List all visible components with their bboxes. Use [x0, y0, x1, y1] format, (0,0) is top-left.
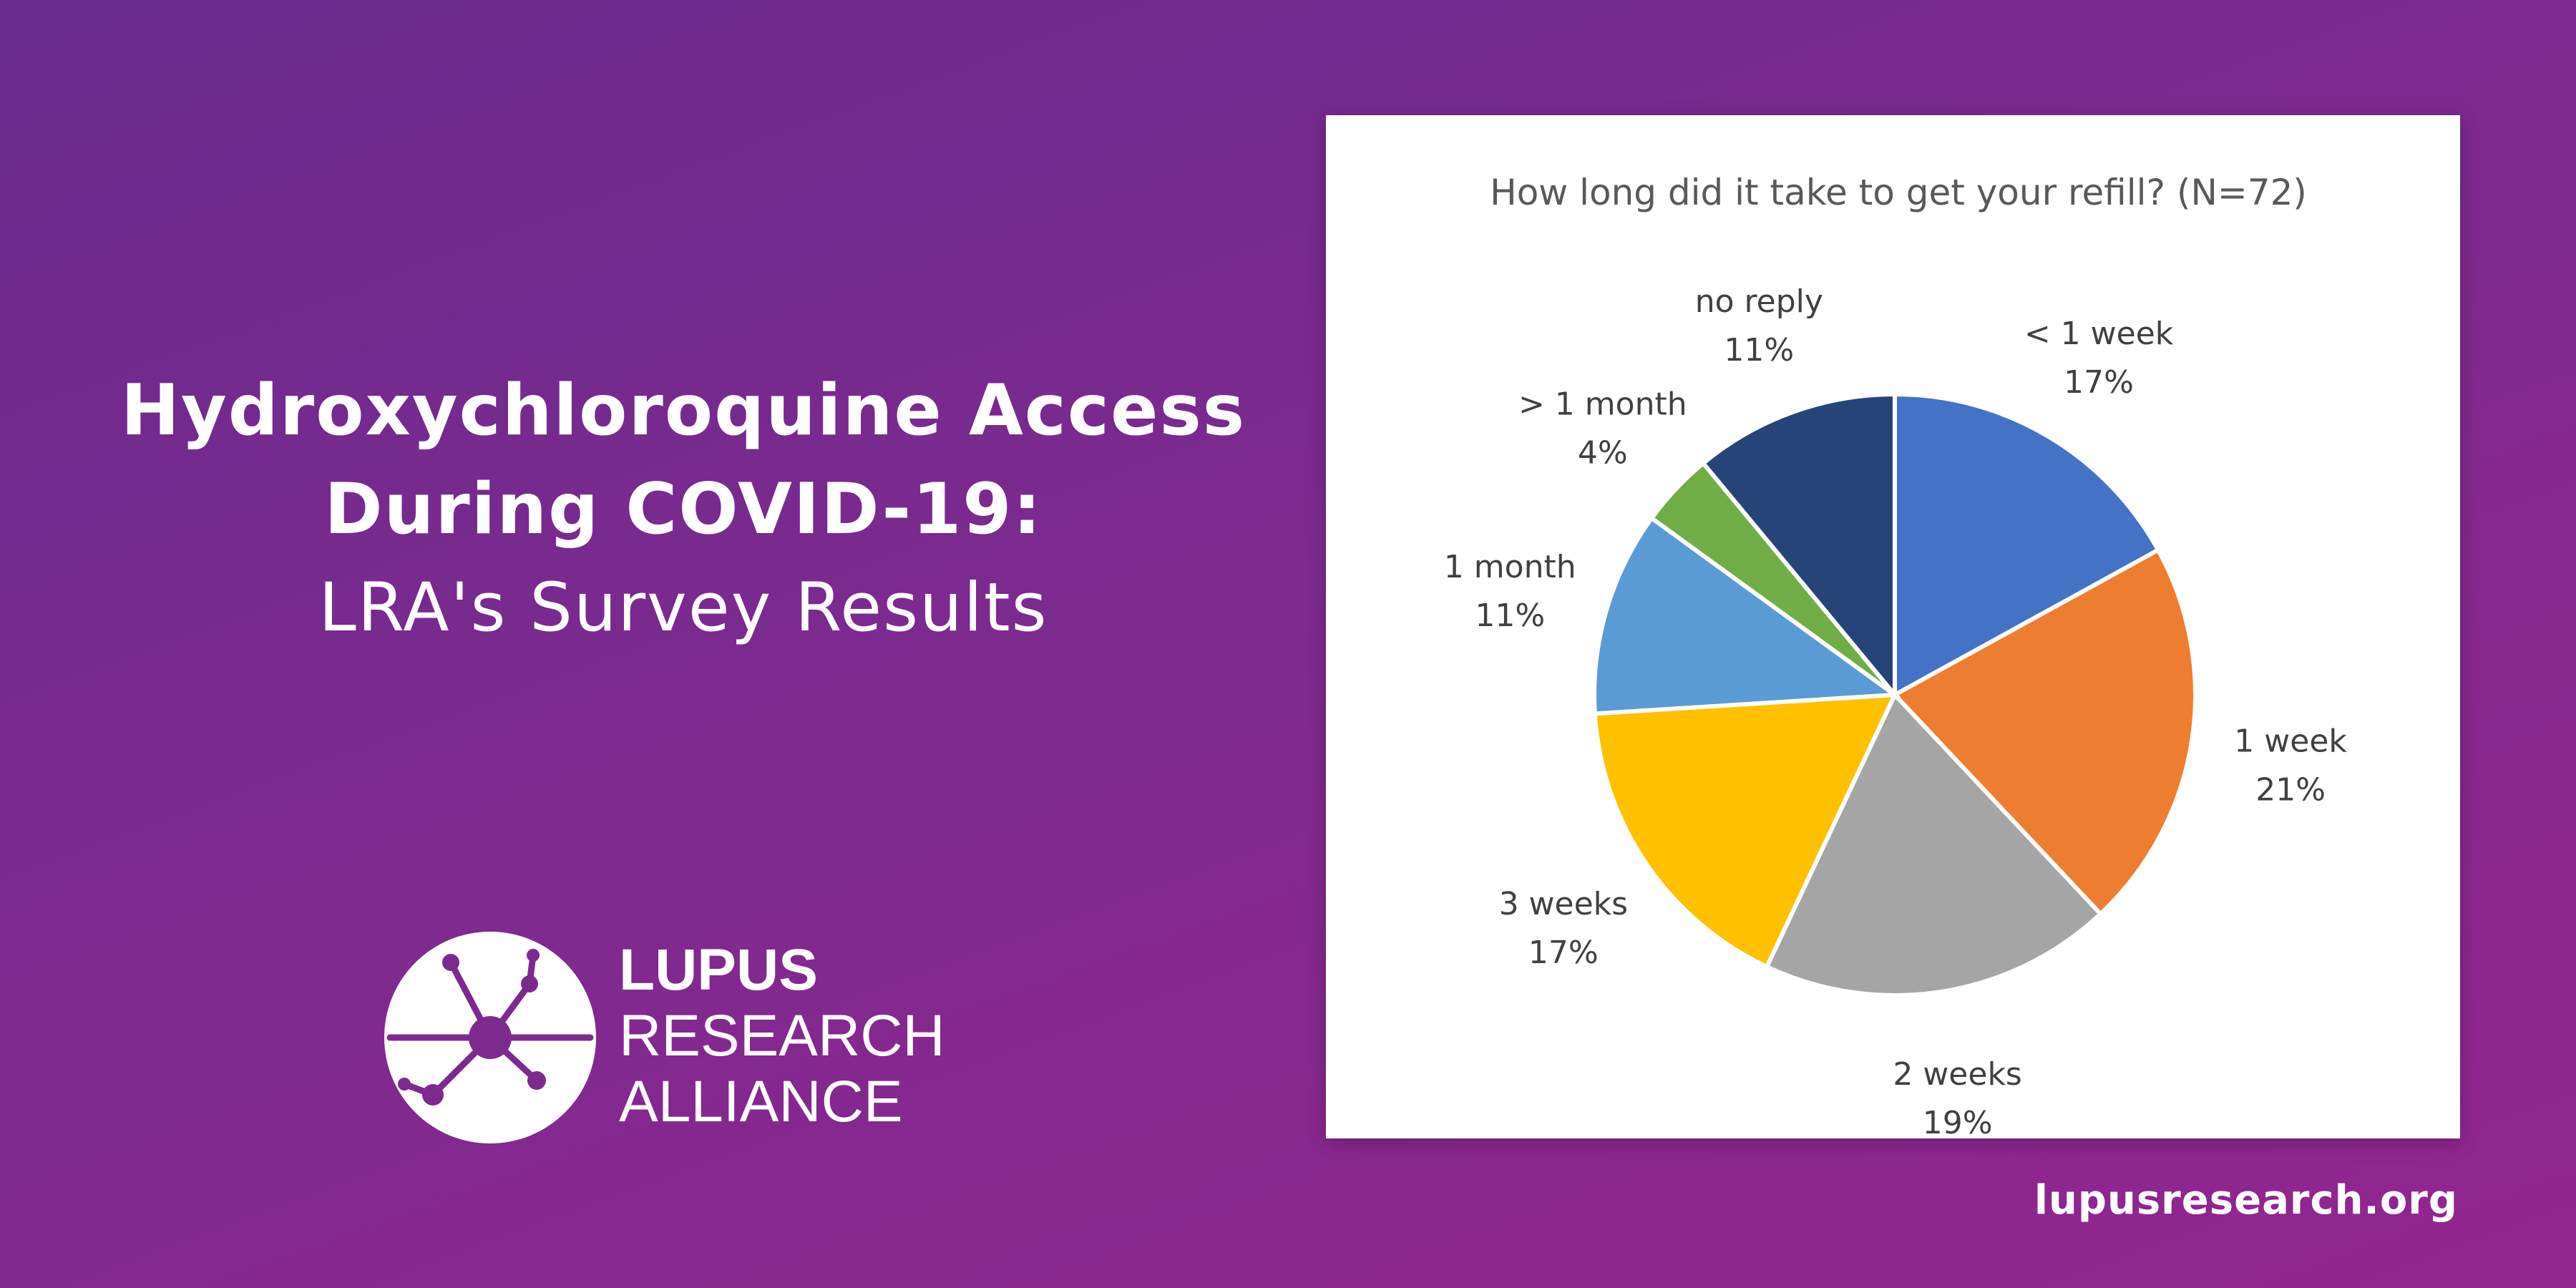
- pie-value-label-1: 21%: [2255, 772, 2326, 809]
- logo-wordmark: LUPUS RESEARCH ALLIANCE: [619, 937, 945, 1135]
- pie-value-label-0: 17%: [2064, 364, 2134, 401]
- website-url[interactable]: lupusresearch.org: [2034, 1177, 2458, 1224]
- logo-word-lupus: LUPUS: [619, 937, 818, 1002]
- pie-label-0: < 1 week: [2024, 316, 2174, 352]
- pie-label-3: 3 weeks: [1499, 886, 1629, 922]
- pie-value-label-4: 11%: [1475, 597, 1545, 634]
- pie-slice-1: [1891, 547, 2197, 917]
- pie-label-4: 1 month: [1444, 549, 1576, 585]
- headline-line-3: LRA's Survey Results: [318, 569, 1048, 647]
- pie-label-6: no reply: [1695, 283, 1823, 320]
- pie-slice-3: [1592, 692, 1898, 970]
- pie-slice-0: [1893, 391, 2162, 699]
- pie-slice-4: [1592, 514, 1901, 716]
- chart-title: How long did it take to get your refill?…: [1490, 172, 2307, 213]
- pie-label-5: > 1 month: [1518, 386, 1687, 423]
- pie-slice-2: [1764, 691, 2104, 998]
- pie-value-label-3: 17%: [1528, 935, 1599, 971]
- pie-value-label-2: 19%: [1923, 1105, 1993, 1138]
- pie-label-2: 2 weeks: [1893, 1056, 2022, 1093]
- headline-line-2: During COVID-19:: [324, 469, 1043, 550]
- logo-word-alliance: ALLIANCE: [619, 1069, 903, 1134]
- pie-chart: How long did it take to get your refill?…: [1444, 172, 2348, 1138]
- lupus-research-alliance-logo: LUPUS RESEARCH ALLIANCE: [383, 930, 955, 1145]
- logo-word-research: RESEARCH: [619, 1003, 945, 1068]
- headline-line-1: Hydroxychloroquine Access: [120, 370, 1246, 452]
- headline: Hydroxychloroquine Access During COVID-1…: [57, 361, 1309, 658]
- pie-labels: < 1 week 17% 1 week 21% 2 weeks 19% 3 weeks 17%…: [1444, 283, 2348, 1138]
- pie-label-1: 1 week: [2234, 723, 2347, 760]
- network-circle-icon: [384, 932, 596, 1143]
- pie-value-label-6: 11%: [1724, 332, 1794, 369]
- pie-value-label-5: 4%: [1578, 435, 1628, 472]
- chart-card: How long did it take to get your refill?…: [1326, 115, 2460, 1138]
- pie-slices: [1592, 391, 2197, 998]
- pie-slice-6: [1700, 391, 1897, 701]
